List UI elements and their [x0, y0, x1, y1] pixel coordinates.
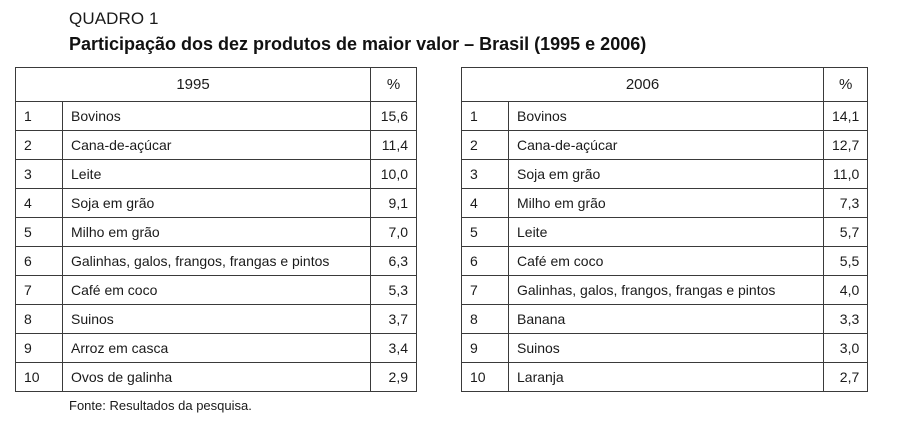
figure-label: QUADRO 1 [69, 9, 159, 28]
table-header-row: 1995 % [15, 67, 417, 102]
rank-cell: 10 [461, 362, 509, 392]
rank-cell: 7 [461, 275, 509, 305]
product-cell: Galinhas, galos, frangos, frangas e pint… [62, 246, 371, 276]
percent-cell: 15,6 [370, 101, 417, 131]
table-header-row: 2006 % [461, 67, 869, 102]
table-row: 2 Cana-de-açúcar 12,7 [461, 130, 869, 160]
percent-cell: 12,7 [822, 130, 869, 160]
rank-cell: 9 [15, 333, 63, 363]
rank-cell: 10 [15, 362, 63, 392]
rank-cell: 6 [15, 246, 63, 276]
product-cell: Leite [62, 159, 371, 189]
rank-cell: 3 [15, 159, 63, 189]
table-body: 1 Bovinos 15,6 2 Cana-de-açúcar 11,4 3 Leite 10,… [15, 101, 417, 392]
product-cell: Milho em grão [508, 188, 824, 218]
rank-cell: 9 [461, 333, 509, 363]
percent-cell: 11,4 [370, 130, 417, 160]
rank-cell: 8 [15, 304, 63, 334]
product-cell: Milho em grão [62, 217, 371, 247]
table-row: 9 Arroz em casca 3,4 [15, 333, 417, 363]
percent-cell: 4,0 [822, 275, 869, 305]
percent-cell: 10,0 [370, 159, 417, 189]
product-cell: Banana [508, 304, 824, 334]
percent-cell: 3,3 [822, 304, 869, 334]
percent-cell: 5,7 [822, 217, 869, 247]
table-row: 10 Laranja 2,7 [461, 362, 869, 392]
rank-cell: 8 [461, 304, 509, 334]
table-row: 3 Soja em grão 11,0 [461, 159, 869, 189]
product-cell: Laranja [508, 362, 824, 392]
table-row: 8 Banana 3,3 [461, 304, 869, 334]
product-cell: Café em coco [508, 246, 824, 276]
rank-cell: 3 [461, 159, 509, 189]
rank-cell: 5 [15, 217, 63, 247]
percent-cell: 7,3 [822, 188, 869, 218]
year-header: 1995 [15, 67, 371, 102]
percent-cell: 5,5 [822, 246, 869, 276]
rank-cell: 4 [461, 188, 509, 218]
rank-cell: 6 [461, 246, 509, 276]
source-note: Fonte: Resultados da pesquisa. [69, 398, 252, 413]
rank-cell: 7 [15, 275, 63, 305]
table-body: 1 Bovinos 14,1 2 Cana-de-açúcar 12,7 3 Soja em … [461, 101, 869, 392]
product-cell: Café em coco [62, 275, 371, 305]
percent-cell: 5,3 [370, 275, 417, 305]
table-row: 6 Galinhas, galos, frangos, frangas e pin… [15, 246, 417, 276]
ranking-table-1995: 1995 % 1 Bovinos 15,6 2 Cana-de-açúcar 11,4 3 L… [15, 67, 417, 392]
year-header: 2006 [461, 67, 824, 102]
rank-cell: 4 [15, 188, 63, 218]
table-row: 6 Café em coco 5,5 [461, 246, 869, 276]
product-cell: Ovos de galinha [62, 362, 371, 392]
percent-cell: 9,1 [370, 188, 417, 218]
percent-cell: 3,7 [370, 304, 417, 334]
rank-cell: 5 [461, 217, 509, 247]
table-row: 5 Milho em grão 7,0 [15, 217, 417, 247]
rank-cell: 2 [15, 130, 63, 160]
percent-cell: 2,9 [370, 362, 417, 392]
ranking-table-2006: 2006 % 1 Bovinos 14,1 2 Cana-de-açúcar 12,7 3 S… [461, 67, 869, 392]
percent-header: % [370, 67, 417, 102]
product-cell: Leite [508, 217, 824, 247]
table-row: 4 Soja em grão 9,1 [15, 188, 417, 218]
rank-cell: 1 [15, 101, 63, 131]
table-title: Participação dos dez produtos de maior v… [69, 34, 647, 54]
product-cell: Bovinos [62, 101, 371, 131]
percent-cell: 11,0 [822, 159, 869, 189]
product-cell: Bovinos [508, 101, 824, 131]
table-row: 1 Bovinos 14,1 [461, 101, 869, 131]
table-row: 7 Café em coco 5,3 [15, 275, 417, 305]
table-row: 8 Suinos 3,7 [15, 304, 417, 334]
table-row: 5 Leite 5,7 [461, 217, 869, 247]
rank-cell: 2 [461, 130, 509, 160]
product-cell: Cana-de-açúcar [62, 130, 371, 160]
percent-cell: 3,4 [370, 333, 417, 363]
percent-cell: 7,0 [370, 217, 417, 247]
table-row: 7 Galinhas, galos, frangos, frangas e pin… [461, 275, 869, 305]
table-row: 9 Suinos 3,0 [461, 333, 869, 363]
table-row: 10 Ovos de galinha 2,9 [15, 362, 417, 392]
percent-cell: 6,3 [370, 246, 417, 276]
product-cell: Soja em grão [508, 159, 824, 189]
product-cell: Soja em grão [62, 188, 371, 218]
product-cell: Galinhas, galos, frangos, frangas e pint… [508, 275, 824, 305]
percent-cell: 3,0 [822, 333, 869, 363]
percent-header: % [822, 67, 869, 102]
table-row: 4 Milho em grão 7,3 [461, 188, 869, 218]
product-cell: Suinos [508, 333, 824, 363]
product-cell: Arroz em casca [62, 333, 371, 363]
table-row: 3 Leite 10,0 [15, 159, 417, 189]
table-row: 1 Bovinos 15,6 [15, 101, 417, 131]
rank-cell: 1 [461, 101, 509, 131]
percent-cell: 14,1 [822, 101, 869, 131]
percent-cell: 2,7 [822, 362, 869, 392]
product-cell: Suinos [62, 304, 371, 334]
product-cell: Cana-de-açúcar [508, 130, 824, 160]
table-row: 2 Cana-de-açúcar 11,4 [15, 130, 417, 160]
